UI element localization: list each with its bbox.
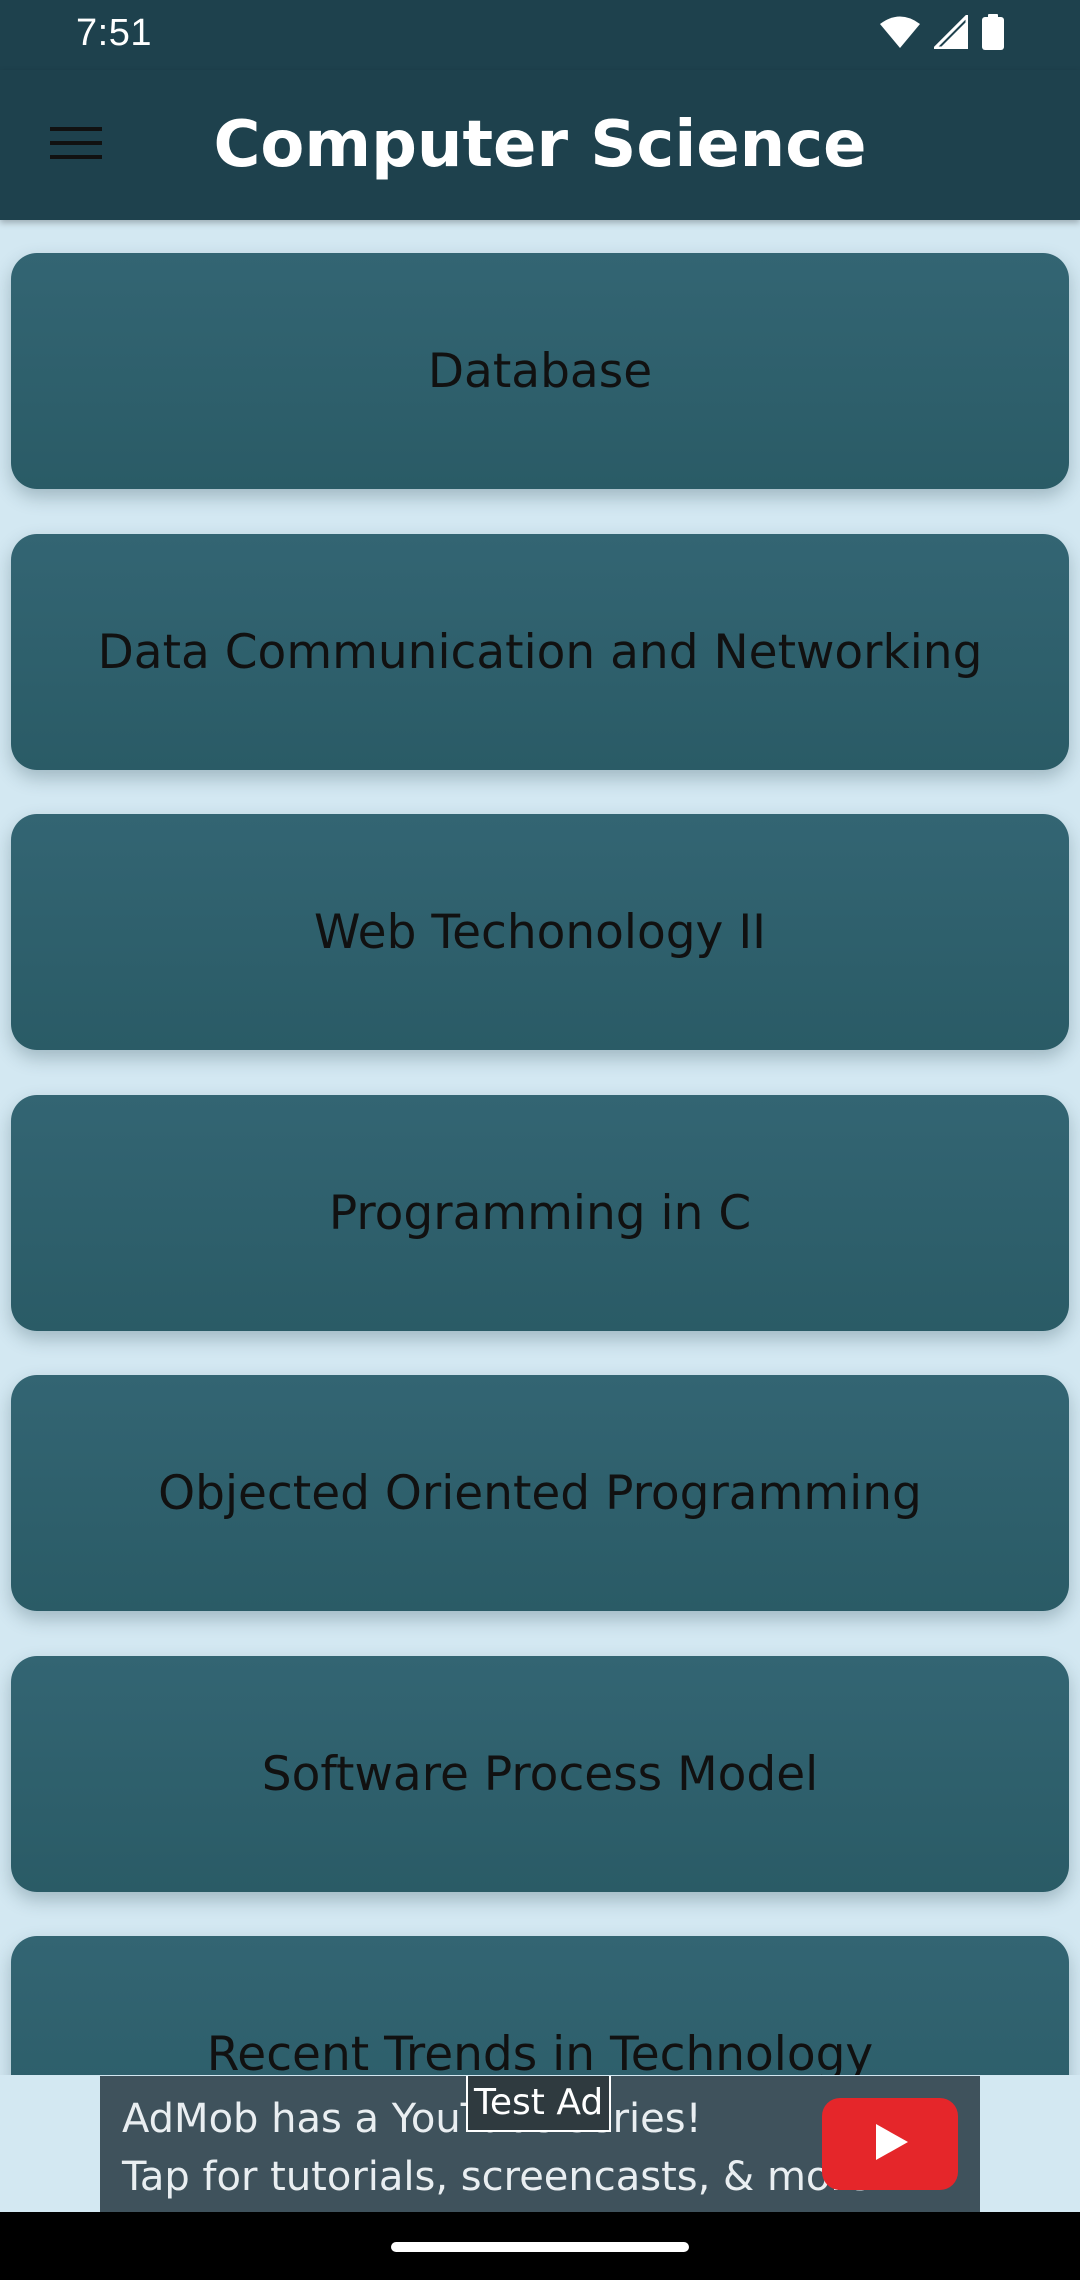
hamburger-menu-icon (50, 125, 102, 165)
test-ad-badge: Test Ad (466, 2076, 612, 2132)
home-gesture-handle[interactable] (391, 2242, 689, 2252)
subject-card-database[interactable]: Database (11, 253, 1069, 489)
navigation-bar (0, 2212, 1080, 2280)
ad-line-2: Tap for tutorials, screencasts, & more. (122, 2154, 884, 2200)
signal-icon (931, 12, 969, 53)
menu-button[interactable] (40, 115, 112, 175)
subject-label: Database (427, 343, 653, 399)
status-time: 7:51 (76, 12, 152, 54)
app-bar: Computer Science (0, 70, 1080, 220)
youtube-play-button[interactable] (822, 2098, 958, 2190)
subject-list: Database Data Communication and Networki… (0, 220, 1080, 2075)
subject-card-software-process-model[interactable]: Software Process Model (11, 1656, 1069, 1892)
subject-card-programming-in-c[interactable]: Programming in C (11, 1095, 1069, 1331)
subject-label: Software Process Model (261, 1746, 819, 1802)
subject-label: Data Communication and Networking (97, 624, 983, 680)
subject-label: Web Techonology II (313, 904, 767, 960)
youtube-play-icon (870, 2122, 910, 2166)
subject-label: Recent Trends in Technology (206, 2026, 874, 2076)
status-bar: 7:51 (0, 0, 1080, 70)
status-icons (880, 12, 1004, 54)
ad-banner[interactable]: AdMob has a YouTube series! Tap for tuto… (100, 2076, 980, 2212)
subject-card-data-communication-and-networking[interactable]: Data Communication and Networking (11, 534, 1069, 770)
subject-label: Objected Oriented Programming (158, 1465, 922, 1521)
subject-card-web-technology-ii[interactable]: Web Techonology II (11, 814, 1069, 1050)
wifi-icon (880, 15, 920, 53)
subject-card-recent-trends-in-technology[interactable]: Recent Trends in Technology (11, 1936, 1069, 2075)
subject-label: Programming in C (328, 1185, 752, 1241)
battery-icon (982, 14, 1004, 54)
subject-card-object-oriented-programming[interactable]: Objected Oriented Programming (11, 1375, 1069, 1611)
page-title: Computer Science (213, 108, 867, 182)
